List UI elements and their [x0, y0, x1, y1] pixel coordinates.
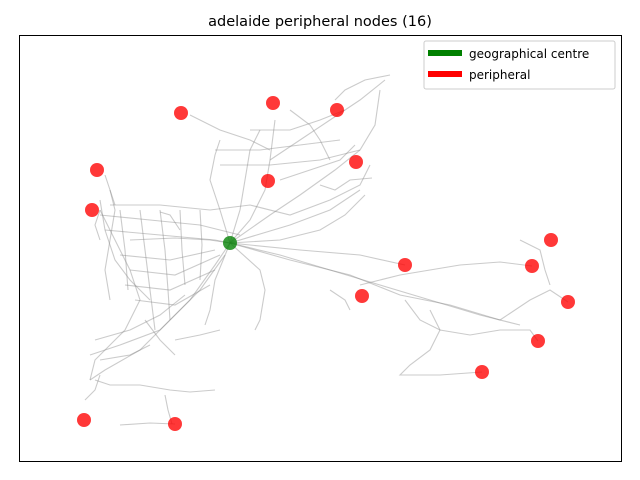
legend-label-peripheral: peripheral — [469, 68, 531, 82]
peripheral-point-10 — [525, 259, 539, 273]
peripheral-point-13 — [531, 334, 545, 348]
peripheral-point-7 — [85, 203, 99, 217]
peripheral-point-8 — [544, 233, 558, 247]
legend-label-centre: geographical centre — [469, 47, 589, 61]
peripheral-point-3 — [330, 103, 344, 117]
axes-background — [19, 35, 622, 462]
peripheral-point-15 — [77, 413, 91, 427]
chart-title: adelaide peripheral nodes (16) — [208, 14, 432, 30]
legend: geographical centre peripheral — [423, 40, 616, 90]
legend-box — [423, 40, 616, 90]
peripheral-point-12 — [561, 295, 575, 309]
peripheral-point-1 — [174, 106, 188, 120]
axes-frame — [19, 35, 622, 462]
peripheral-point-9 — [398, 258, 412, 272]
legend-swatch-peripheral — [428, 71, 462, 77]
peripheral-point-5 — [349, 155, 363, 169]
peripheral-point-6 — [261, 174, 275, 188]
peripheral-point-14 — [475, 365, 489, 379]
centre-point — [223, 236, 237, 250]
peripheral-point-16 — [168, 417, 182, 431]
transit-network — [84, 74, 569, 426]
plot-area — [19, 35, 622, 462]
marker-layer — [77, 96, 575, 431]
peripheral-point-2 — [266, 96, 280, 110]
legend-swatch-centre — [428, 50, 462, 56]
peripheral-point-11 — [355, 289, 369, 303]
peripheral-point-4 — [90, 163, 104, 177]
